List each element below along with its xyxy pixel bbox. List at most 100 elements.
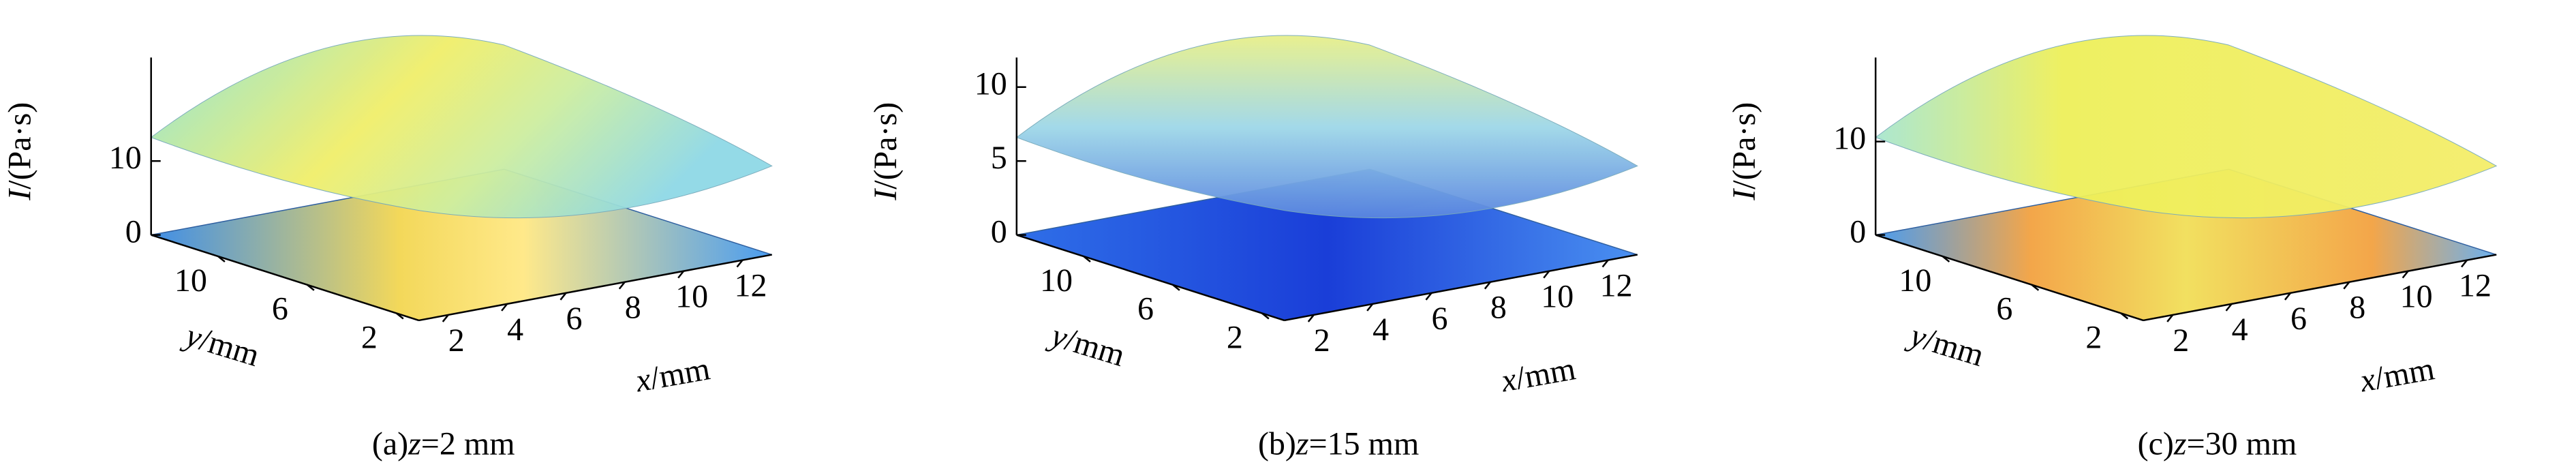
x-tick [1543, 270, 1550, 279]
x-label-unit: /mm [647, 350, 713, 396]
z-tick-label: 0 [1850, 214, 1866, 250]
y-label-unit: /mm [1920, 322, 1989, 374]
x-tick [677, 270, 685, 279]
x-tick-label: 6 [2290, 301, 2307, 337]
x-label: x/mm [632, 350, 713, 399]
x-tick [1484, 281, 1491, 290]
z-tick-label: 5 [991, 140, 1007, 176]
caption-label: (a) [372, 426, 408, 462]
y-tick-label: 10 [1899, 262, 1931, 299]
x-tick [2166, 314, 2174, 322]
surface [1015, 35, 1638, 219]
x-tick-label: 4 [1373, 312, 1389, 348]
x-tick-label: 10 [1541, 279, 1574, 315]
caption-var: z [1295, 426, 1309, 462]
y-tick [1942, 255, 1950, 262]
x-axis [418, 254, 772, 322]
z-label: I/(Pa·s) [868, 102, 904, 201]
y-axis [1875, 234, 2144, 322]
panel: 0 5 10 2 4 6 8 10 12 2 6 10 I/(Pa·s) x/mm y/mm (b)z=15 … [868, 35, 1638, 462]
x-tick-label: 12 [735, 268, 767, 304]
caption-value: =2 mm [421, 426, 515, 462]
panel: 0 10 2 4 6 8 10 12 2 6 10 I/(Pa·s) x/mm y/mm (a)z=2 mm [2, 35, 773, 462]
y-tick [217, 255, 226, 262]
caption-var: z [2173, 426, 2187, 462]
y-tick [396, 312, 404, 320]
x-label: x/mm [2357, 350, 2437, 399]
y-tick [1172, 284, 1180, 291]
x-tick [2284, 292, 2291, 301]
x-tick [2225, 303, 2233, 312]
x-tick [1307, 314, 1315, 322]
z-label-var: I [2, 188, 38, 201]
x-tick-label: 4 [2232, 312, 2248, 348]
caption-label: (c) [2138, 426, 2174, 462]
y-tick-label: 10 [1040, 262, 1073, 299]
y-label-unit: /mm [1061, 322, 1129, 374]
caption: (a)z=2 mm [372, 426, 515, 462]
caption-label: (b) [1258, 426, 1296, 462]
y-label: y/mm [1044, 316, 1129, 374]
x-label-unit: /mm [2372, 350, 2437, 396]
x-axis [1284, 254, 1638, 322]
y-tick-label: 6 [1996, 291, 2012, 327]
x-label-unit: /mm [1513, 350, 1578, 396]
x-tick [559, 292, 567, 301]
x-tick [2461, 259, 2468, 268]
x-tick-label: 4 [507, 312, 523, 348]
x-tick [1366, 303, 1374, 312]
x-tick-label: 6 [1432, 301, 1448, 337]
x-tick [442, 314, 449, 322]
y-tick [307, 284, 315, 291]
x-tick [2343, 281, 2350, 290]
caption: (b)z=15 mm [1258, 426, 1419, 462]
x-tick [736, 259, 743, 268]
x-tick [618, 281, 626, 290]
surface [150, 35, 773, 219]
z-label-unit: /(Pa·s) [868, 102, 904, 190]
surface [1875, 35, 2498, 219]
y-tick [1261, 312, 1270, 320]
z-tick-label: 0 [991, 214, 1007, 250]
x-tick-label: 6 [566, 301, 582, 337]
y-tick-label: 10 [174, 262, 207, 299]
x-tick-label: 12 [1600, 268, 1633, 304]
z-tick-label: 10 [1833, 121, 1866, 157]
x-tick [1425, 292, 1432, 301]
y-tick-label: 2 [2085, 320, 2102, 356]
y-label: y/mm [179, 316, 264, 374]
y-tick [2120, 312, 2129, 320]
x-tick-label: 12 [2459, 268, 2491, 304]
y-axis [1016, 234, 1285, 322]
x-tick [501, 303, 508, 312]
x-tick-label: 10 [675, 279, 708, 315]
y-axis [151, 234, 419, 322]
y-label-unit: /mm [196, 322, 264, 374]
y-tick-label: 2 [361, 320, 378, 356]
y-tick [1083, 255, 1091, 262]
z-label-unit: /(Pa·s) [2, 102, 38, 190]
caption: (c)z=30 mm [2138, 426, 2297, 462]
caption-value: =30 mm [2187, 426, 2297, 462]
panel: 0 10 2 4 6 8 10 12 2 6 10 I/(Pa·s) x/mm y/mm (c)z=30 m… [1726, 35, 2498, 462]
z-tick-label: 10 [975, 66, 1007, 102]
y-tick-label: 6 [1137, 291, 1154, 327]
x-tick-label: 2 [2173, 322, 2189, 359]
x-label: x/mm [1498, 350, 1578, 399]
x-tick-label: 10 [2400, 279, 2433, 315]
z-label: I/(Pa·s) [1726, 102, 1762, 201]
y-tick-label: 2 [1227, 320, 1243, 356]
z-tick-label: 10 [109, 140, 142, 176]
x-tick-label: 8 [2349, 290, 2365, 326]
x-tick-label: 8 [1490, 290, 1507, 326]
caption-value: =15 mm [1309, 426, 1420, 462]
y-label: y/mm [1903, 316, 1988, 374]
x-tick [1601, 259, 1609, 268]
x-tick-label: 2 [1314, 322, 1330, 359]
x-tick-label: 2 [448, 322, 465, 359]
x-tick [2402, 270, 2409, 279]
z-tick-label: 0 [125, 214, 142, 250]
x-axis [2143, 254, 2497, 322]
y-tick-label: 6 [272, 291, 288, 327]
